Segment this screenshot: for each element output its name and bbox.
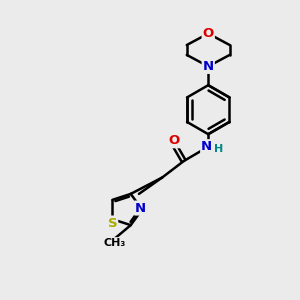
Text: O: O xyxy=(202,27,214,40)
Text: S: S xyxy=(108,217,117,230)
Text: N: N xyxy=(203,60,214,73)
Text: CH₃: CH₃ xyxy=(103,238,126,248)
Text: N: N xyxy=(135,202,146,214)
Text: H: H xyxy=(214,144,223,154)
Text: N: N xyxy=(201,140,212,153)
Text: O: O xyxy=(169,134,180,147)
